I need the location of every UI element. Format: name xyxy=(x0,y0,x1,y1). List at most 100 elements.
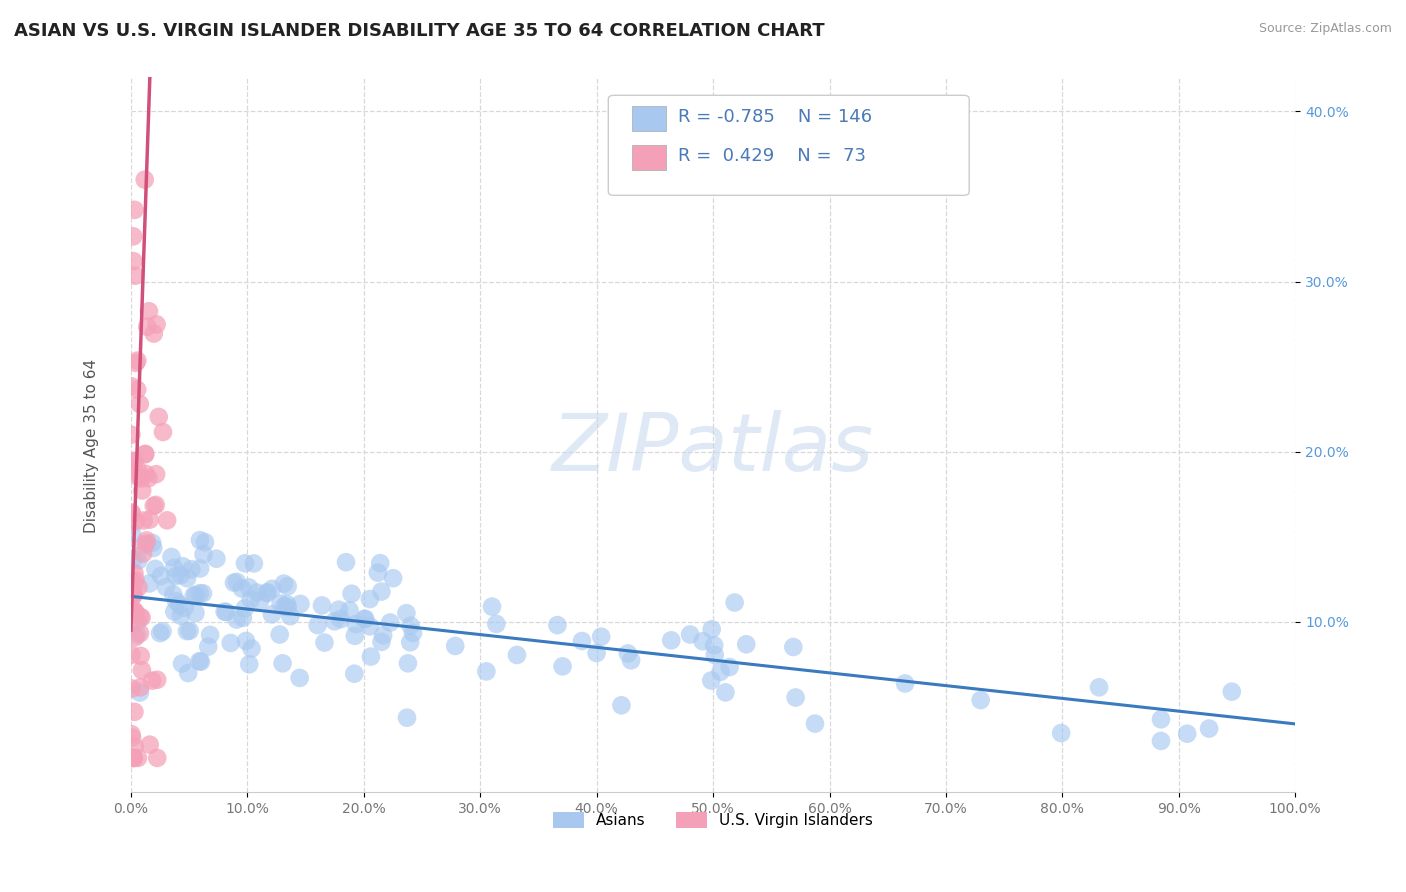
Point xyxy=(353,612,375,626)
Point xyxy=(382,571,405,585)
Point xyxy=(679,627,702,641)
Point xyxy=(145,467,167,482)
Point xyxy=(127,353,149,368)
Point xyxy=(127,553,149,567)
Point xyxy=(165,594,187,608)
Point xyxy=(546,618,568,632)
Point xyxy=(270,597,292,611)
Point xyxy=(197,640,219,654)
Point xyxy=(193,548,215,562)
Point xyxy=(359,619,381,633)
Point xyxy=(340,587,363,601)
Point xyxy=(335,555,357,569)
Legend: Asians, U.S. Virgin Islanders: Asians, U.S. Virgin Islanders xyxy=(547,806,879,834)
Point xyxy=(373,628,395,642)
Point xyxy=(311,599,333,613)
Point xyxy=(129,609,152,624)
Point xyxy=(124,566,146,581)
Point xyxy=(709,665,731,679)
Text: ZIPatlas: ZIPatlas xyxy=(553,410,875,488)
Point xyxy=(129,648,152,663)
Point xyxy=(402,626,425,640)
Point xyxy=(131,663,153,677)
Point xyxy=(124,739,146,754)
Point xyxy=(591,630,613,644)
Point xyxy=(585,646,607,660)
Point xyxy=(122,751,145,765)
Point xyxy=(122,603,145,617)
Point xyxy=(703,648,725,662)
Point xyxy=(290,597,312,611)
Point xyxy=(121,586,143,600)
Point xyxy=(163,605,186,619)
Point xyxy=(481,599,503,614)
Point xyxy=(278,609,301,624)
Point xyxy=(121,506,143,520)
Point xyxy=(700,673,723,688)
Point xyxy=(785,690,807,705)
Point xyxy=(124,268,146,283)
Point xyxy=(132,514,155,528)
Point xyxy=(131,483,153,498)
Point xyxy=(148,409,170,424)
Point xyxy=(804,716,827,731)
Point xyxy=(162,587,184,601)
Point xyxy=(152,425,174,439)
Point xyxy=(127,580,149,594)
Point xyxy=(307,618,329,632)
Point xyxy=(170,657,193,671)
Point xyxy=(179,624,201,638)
Point xyxy=(723,595,745,609)
Point xyxy=(139,738,162,752)
Point xyxy=(121,455,143,469)
Point xyxy=(233,557,256,571)
Point xyxy=(128,470,150,484)
Point xyxy=(256,586,278,600)
Point xyxy=(122,229,145,244)
Point xyxy=(146,751,169,765)
Point xyxy=(139,513,162,527)
Point xyxy=(131,471,153,485)
Point xyxy=(718,660,741,674)
Point xyxy=(122,254,145,268)
Point xyxy=(378,615,401,630)
Point xyxy=(235,634,257,648)
Point xyxy=(323,615,346,629)
Point xyxy=(121,379,143,393)
Point xyxy=(339,603,361,617)
Point xyxy=(160,549,183,564)
Point xyxy=(124,573,146,587)
Point xyxy=(138,304,160,318)
Point xyxy=(146,673,169,687)
Point xyxy=(249,593,271,607)
Point xyxy=(238,581,260,595)
Point xyxy=(1150,734,1173,748)
Point xyxy=(714,685,737,699)
Point xyxy=(571,634,593,648)
Point xyxy=(127,463,149,477)
Text: Disability Age 35 to 64: Disability Age 35 to 64 xyxy=(84,359,98,533)
Point xyxy=(121,604,143,618)
Point xyxy=(142,499,165,513)
Point xyxy=(134,447,156,461)
Point xyxy=(129,681,152,695)
Point xyxy=(122,751,145,765)
Point xyxy=(314,635,336,649)
Point xyxy=(506,648,529,662)
Point xyxy=(135,467,157,481)
Point xyxy=(124,605,146,619)
Point xyxy=(288,671,311,685)
Point xyxy=(177,666,200,681)
Point xyxy=(1175,727,1198,741)
Point xyxy=(703,638,725,652)
Text: ASIAN VS U.S. VIRGIN ISLANDER DISABILITY AGE 35 TO 64 CORRELATION CHART: ASIAN VS U.S. VIRGIN ISLANDER DISABILITY… xyxy=(14,22,825,40)
Point xyxy=(370,635,392,649)
Point xyxy=(1220,684,1243,698)
Point xyxy=(551,659,574,673)
Point xyxy=(692,634,714,648)
Point xyxy=(617,647,640,661)
Point xyxy=(399,618,422,632)
Point xyxy=(262,582,284,596)
Point xyxy=(328,602,350,616)
Point xyxy=(444,639,467,653)
